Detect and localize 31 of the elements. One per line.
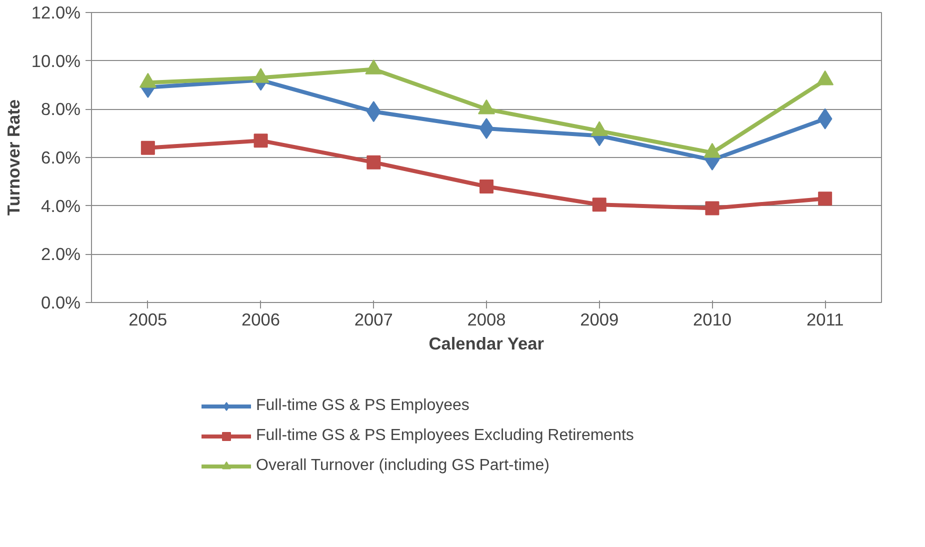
point bbox=[252, 68, 270, 83]
y-axis-title: Turnover Rate bbox=[3, 99, 24, 216]
x-tick-label: 2005 bbox=[128, 310, 168, 330]
legend-label: Overall Turnover (including GS Part-time) bbox=[256, 457, 550, 475]
y-tick-label: 10.0% bbox=[31, 50, 81, 71]
y-tick-label: 2.0% bbox=[41, 244, 81, 264]
y-tick-label: 8.0% bbox=[41, 99, 81, 120]
x-tick-label: 2007 bbox=[354, 310, 393, 330]
point bbox=[818, 192, 832, 206]
x-axis-title: Calendar Year bbox=[428, 334, 544, 354]
point bbox=[705, 201, 720, 216]
x-tick-label: 2006 bbox=[242, 310, 280, 330]
y-tick-label: 12.0% bbox=[31, 2, 81, 22]
point bbox=[140, 140, 155, 155]
legend-label: Full-time GS & PS Employees bbox=[256, 397, 470, 415]
x-tick-label: 2010 bbox=[692, 310, 732, 330]
point bbox=[479, 118, 494, 139]
x-tick-label: 2009 bbox=[580, 310, 619, 330]
point bbox=[480, 180, 494, 194]
y-tick-label: 4.0% bbox=[41, 196, 81, 216]
legend-label: Full-time GS & PS Employees Excluding Retirements bbox=[256, 427, 634, 445]
point bbox=[139, 72, 156, 88]
point bbox=[366, 155, 381, 170]
point bbox=[816, 70, 834, 86]
point bbox=[254, 134, 268, 148]
y-tick-label: 6.0% bbox=[41, 148, 81, 168]
point bbox=[592, 198, 606, 212]
x-tick-label: 2008 bbox=[467, 310, 506, 330]
point bbox=[365, 60, 382, 74]
x-tick-label: 2011 bbox=[806, 310, 844, 330]
y-tick-label: 0.0% bbox=[41, 292, 81, 312]
